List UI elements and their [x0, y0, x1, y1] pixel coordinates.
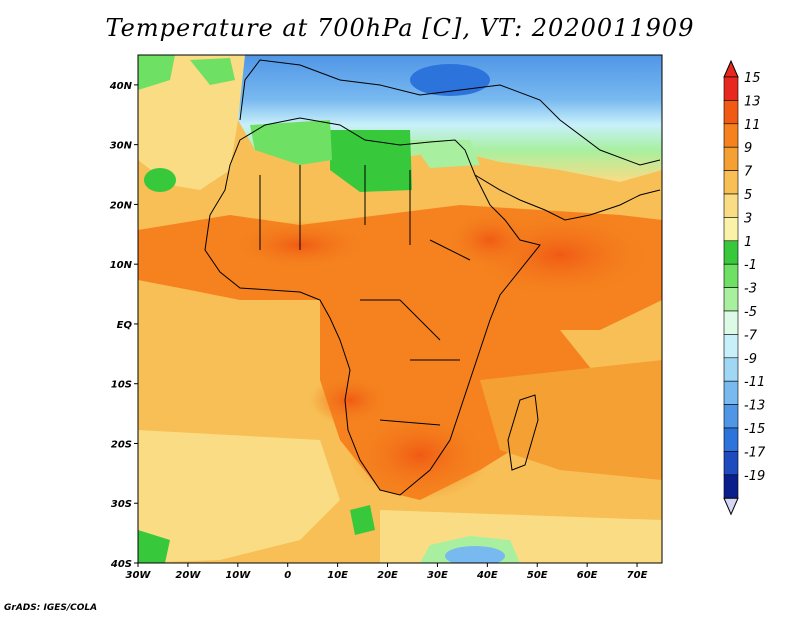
lat-label: 40N	[109, 81, 133, 92]
coastlines	[204, 59, 661, 496]
colorbar-swatch	[723, 263, 739, 288]
lat-label: 40S	[110, 559, 132, 570]
chart-title: Temperature at 700hPa [C], VT: 202001190…	[105, 14, 695, 42]
latitude-axis: 40N 30N 20N 10N EQ 10S 20S 30S 40S	[109, 81, 138, 570]
colorbar-top-arrow	[723, 59, 739, 78]
colorbar-swatch	[723, 474, 739, 499]
colorbar-swatch	[723, 451, 739, 476]
colorbar-label: -9	[744, 352, 757, 367]
lat-label: 10S	[111, 380, 132, 391]
colorbar-label: 15	[744, 71, 761, 86]
colorbar-swatch	[723, 380, 739, 405]
colorbar-swatch	[723, 287, 739, 312]
lat-label: EQ	[117, 320, 133, 331]
colorbar-label: 11	[744, 118, 761, 133]
colorbar-swatch	[723, 123, 739, 148]
lat-label: 20N	[110, 200, 133, 211]
lon-label: 40E	[476, 570, 498, 581]
lon-label: 20E	[377, 570, 398, 581]
colorbar-label: -11	[744, 375, 765, 390]
colorbar-swatch	[723, 76, 739, 101]
temperature-field	[138, 55, 662, 563]
colorbar-label: -3	[744, 282, 757, 297]
map-frame	[137, 54, 663, 564]
colorbar-label: -7	[744, 328, 758, 343]
lon-label: 30W	[126, 570, 152, 581]
colorbar-swatch	[723, 334, 739, 359]
colorbar-label: -13	[744, 399, 765, 414]
colorbar-swatch	[723, 217, 739, 242]
lat-label: 20S	[111, 439, 132, 450]
colorbar-swatch	[723, 170, 739, 195]
colorbar-swatch	[723, 146, 739, 171]
lon-label: 70E	[627, 570, 648, 581]
colorbar-swatch	[723, 427, 739, 452]
lat-label: 10N	[110, 260, 133, 271]
colorbar-label: -17	[744, 445, 766, 460]
colorbar-swatch	[723, 357, 739, 382]
lon-label: 0	[284, 570, 291, 581]
lon-label: 10E	[327, 570, 348, 581]
colorbar-label: 7	[744, 165, 753, 180]
lon-label: 60E	[577, 570, 598, 581]
credit-text: GrADS: IGES/COLA	[4, 603, 98, 613]
colorbar-label: 9	[744, 141, 752, 156]
colorbar-label: -5	[744, 305, 757, 320]
lon-label: 20W	[175, 570, 201, 581]
lat-label: 30S	[111, 499, 132, 510]
colorbar-label: 5	[744, 188, 752, 203]
colorbar-label: 13	[744, 94, 761, 109]
colorbar-label: -1	[744, 258, 757, 273]
lon-label: 30E	[427, 570, 448, 581]
colorbar-swatch	[723, 310, 739, 335]
colorbar-swatch	[723, 193, 739, 218]
colorbar-label: 1	[744, 235, 752, 250]
lat-label: 30N	[110, 141, 133, 152]
colorbar-swatch	[723, 100, 739, 125]
colorbar-label: -19	[744, 469, 765, 484]
lon-label: 10W	[225, 570, 251, 581]
colorbar-label: 3	[744, 211, 752, 226]
lon-label: 50E	[527, 570, 548, 581]
colorbar-bottom-arrow	[723, 497, 739, 516]
colorbar: 15 13 11 9 7 5 3 1 -1 -3 -5 -7 -9 -11 -13 -15 -17 -19	[723, 59, 766, 516]
longitude-axis: 30W 20W 10W 0 10E 20E 30E 40E 50E 60E 70E	[126, 563, 648, 581]
colorbar-swatch	[723, 240, 739, 265]
colorbar-label: -15	[744, 422, 765, 437]
colorbar-swatch	[723, 404, 739, 429]
